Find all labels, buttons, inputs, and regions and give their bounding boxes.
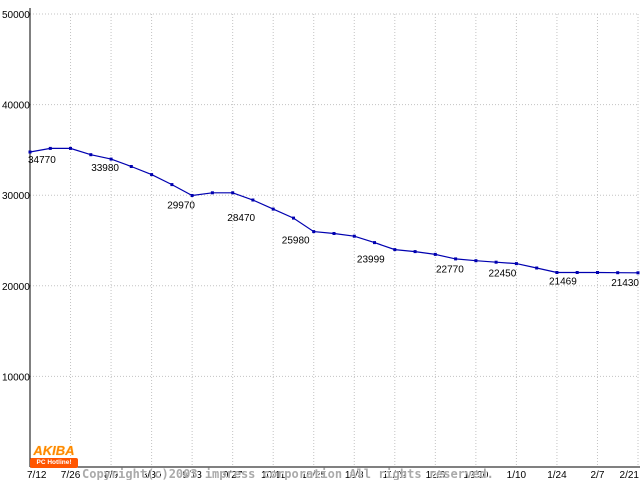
data-point-marker [433, 252, 437, 256]
point-value-label: 21430 [611, 278, 639, 289]
x-tick-label: 7/26 [61, 470, 81, 480]
x-tick-label: 7/12 [27, 470, 47, 480]
x-tick-label: 12/20 [463, 470, 488, 480]
y-tick-label: 40000 [2, 101, 30, 112]
data-point-marker [494, 260, 498, 264]
data-point-marker [332, 232, 336, 235]
point-value-label: 23999 [357, 255, 385, 266]
point-value-label: 34770 [28, 155, 56, 166]
data-point-marker [413, 250, 417, 254]
data-point-marker [129, 165, 133, 168]
gridlines [29, 13, 639, 467]
data-point-marker [69, 146, 72, 150]
data-point-marker [393, 248, 397, 252]
data-point-marker [373, 241, 376, 245]
x-tick-label: 12/6 [426, 470, 446, 480]
data-point-marker [535, 266, 539, 270]
x-tick-label: 8/30 [142, 470, 162, 480]
x-tick-label: 8/9 [104, 470, 118, 480]
data-point-marker [514, 262, 518, 266]
data-point-marker [150, 173, 154, 177]
data-point-marker [109, 157, 113, 161]
data-point-marker [312, 230, 316, 234]
data-point-marker [292, 216, 295, 220]
x-tick-label: 9/13 [182, 470, 202, 480]
data-point-marker [190, 194, 194, 197]
x-tick-label: 10/11 [261, 470, 286, 480]
y-tick-label: 30000 [2, 191, 30, 202]
y-tick-label: 20000 [2, 282, 30, 293]
price-line [29, 147, 639, 274]
point-value-label: 33980 [91, 163, 119, 174]
data-point-marker [596, 271, 599, 274]
axes [29, 8, 640, 468]
x-tick-label: 9/27 [223, 470, 243, 480]
x-tick-label: 2/7 [591, 470, 605, 480]
data-point-marker [271, 207, 275, 211]
x-tick-label: 10/25 [301, 470, 326, 480]
data-point-markers [28, 146, 640, 275]
point-value-label: 22770 [436, 265, 464, 276]
akiba-pc-hotline-logo: AKIBA PC Hotline! [30, 444, 78, 470]
data-point-marker [474, 259, 478, 263]
copyright-line1: Copyright(c)2003 impress corporation All… [82, 467, 494, 480]
y-axis-labels: 10000 20000 30000 40000 50000 [2, 10, 30, 383]
data-point-marker [231, 191, 235, 195]
pc-hotline-logo-text: PC Hotline! [30, 458, 78, 468]
data-point-marker [251, 198, 255, 202]
point-value-label: 28470 [227, 213, 255, 224]
data-point-marker [555, 271, 559, 274]
data-point-marker [28, 150, 32, 154]
akiba-logo-text: AKIBA [33, 443, 75, 458]
data-point-marker [575, 271, 579, 274]
x-tick-label: 1/24 [547, 470, 567, 480]
y-tick-label: 10000 [2, 372, 30, 383]
y-tick-label: 50000 [2, 10, 30, 21]
copyright-watermark: Copyright(c)2003 impress corporation All… [82, 442, 494, 480]
x-tick-label: 1/10 [507, 470, 527, 480]
x-axis-labels: 7/12 7/26 8/9 8/30 9/13 9/27 10/11 10/25 11/8 11/… [27, 470, 639, 480]
data-point-marker [170, 183, 174, 187]
data-point-marker [89, 153, 93, 157]
data-point-marker [454, 257, 458, 261]
x-tick-label: 11/22 [383, 470, 408, 480]
point-value-label: 25980 [282, 236, 310, 247]
data-point-marker [636, 271, 640, 275]
x-tick-label: 11/8 [345, 470, 364, 480]
point-value-label: 22450 [488, 269, 516, 280]
data-point-marker [210, 191, 214, 195]
point-value-labels: 34770 33980 29970 28470 25980 23999 22770 22450… [28, 155, 639, 289]
point-value-label: 29970 [167, 201, 195, 212]
data-point-marker [48, 146, 52, 150]
point-value-label: 21469 [549, 277, 577, 288]
x-tick-label: 2/21 [620, 470, 640, 480]
data-point-marker [352, 234, 356, 238]
data-point-marker [616, 271, 620, 275]
